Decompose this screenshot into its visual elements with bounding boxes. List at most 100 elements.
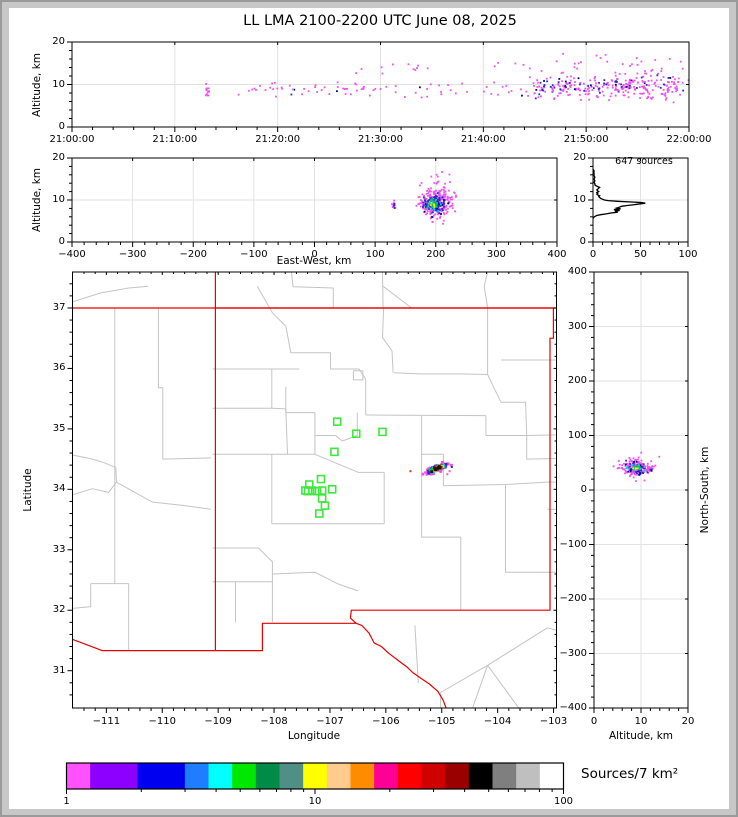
scatter-point	[635, 480, 637, 482]
scatter-point	[428, 204, 431, 207]
scatter-point	[493, 81, 495, 84]
scatter-point	[440, 461, 444, 464]
scatter-point	[443, 199, 446, 202]
scatter-point	[281, 87, 284, 90]
scatter-point	[429, 217, 432, 220]
scatter-point	[424, 203, 427, 205]
scatter-point	[450, 465, 453, 468]
scatter-point	[433, 203, 435, 206]
county-border-line	[72, 285, 149, 303]
scatter-point	[418, 203, 421, 205]
colorbar-segment	[90, 763, 138, 789]
scatter-point	[443, 205, 445, 208]
scatter-point	[264, 89, 267, 91]
colorbar-segment	[539, 763, 564, 789]
scatter-point	[638, 464, 640, 467]
scatter-point	[668, 57, 671, 60]
scatter-point	[438, 194, 441, 197]
scatter-point	[426, 200, 429, 203]
scatter-point	[628, 475, 631, 477]
scatter-point	[575, 87, 578, 90]
scatter-point	[669, 77, 672, 79]
scatter-point	[505, 84, 508, 87]
scatter-point	[434, 194, 437, 197]
scatter-point	[425, 197, 428, 200]
scatter-point	[648, 467, 650, 470]
scatter-point	[442, 207, 445, 210]
lma-station-marker	[303, 486, 313, 496]
scatter-point	[444, 182, 446, 185]
scatter-point	[436, 198, 439, 201]
county-border-line	[352, 370, 364, 381]
scatter-point	[620, 467, 623, 470]
scatter-point	[626, 85, 629, 88]
scatter-point	[565, 86, 567, 89]
scatter-point	[627, 470, 630, 473]
scatter-point	[303, 87, 305, 90]
scatter-point	[667, 89, 670, 91]
scatter-point	[403, 96, 406, 98]
scatter-point	[424, 207, 426, 210]
scatter-point	[446, 473, 449, 476]
scatter-point	[429, 195, 431, 198]
scatter-point	[430, 209, 433, 212]
scatter-point	[598, 89, 600, 92]
scatter-point	[606, 60, 609, 63]
lma-station-marker	[330, 447, 339, 457]
colorbar-segment	[255, 763, 280, 789]
scatter-point	[290, 93, 293, 96]
scatter-point	[447, 202, 450, 205]
scatter-point	[537, 96, 540, 99]
altitude-axis-tick-label: 20	[52, 152, 65, 163]
scatter-point	[629, 86, 632, 89]
scatter-point	[636, 87, 638, 89]
scatter-point	[627, 464, 630, 467]
scatter-point	[435, 205, 438, 208]
scatter-point	[675, 85, 678, 88]
scatter-point	[564, 80, 567, 83]
scatter-point	[617, 90, 620, 93]
altitude-axis-tick-label: 10	[573, 194, 586, 205]
scatter-point	[433, 192, 436, 195]
colorbar-segment	[137, 763, 186, 789]
scatter-point	[385, 85, 388, 88]
scatter-point	[346, 87, 349, 90]
scatter-point	[666, 81, 669, 83]
scatter-point	[626, 83, 628, 86]
scatter-point	[605, 83, 608, 86]
eastwest-axis-tick-label: 300	[486, 249, 506, 260]
east-west-scatter	[391, 171, 457, 225]
scatter-point	[607, 81, 609, 84]
lma-station-marker	[332, 417, 342, 426]
scatter-point	[603, 82, 606, 85]
scatter-point	[574, 81, 576, 83]
scatter-point	[558, 77, 561, 80]
scatter-point	[647, 467, 649, 470]
scatter-point	[654, 59, 657, 61]
scatter-point	[433, 205, 436, 208]
scatter-point	[540, 86, 543, 89]
scatter-point	[643, 467, 646, 469]
scatter-point	[604, 53, 607, 56]
scatter-point	[626, 465, 629, 468]
scatter-point	[430, 198, 433, 201]
latitude-tick-label: 37	[52, 301, 66, 313]
scatter-point	[614, 71, 617, 74]
scatter-point	[430, 201, 433, 204]
scatter-point	[621, 464, 624, 467]
county-border-line	[472, 665, 489, 708]
scatter-point	[438, 84, 441, 87]
scatter-point	[447, 189, 450, 192]
scatter-point	[649, 470, 651, 472]
scatter-point	[651, 89, 654, 92]
northsouth-tick-label: −200	[559, 593, 587, 604]
scatter-point	[638, 466, 641, 469]
scatter-point	[557, 83, 560, 85]
scatter-point	[442, 222, 444, 225]
altitude-histogram-curve	[592, 168, 646, 219]
scatter-point	[590, 86, 593, 88]
scatter-point	[425, 204, 428, 207]
scatter-point	[422, 204, 425, 207]
scatter-point	[595, 82, 597, 85]
scatter-point	[419, 86, 421, 89]
